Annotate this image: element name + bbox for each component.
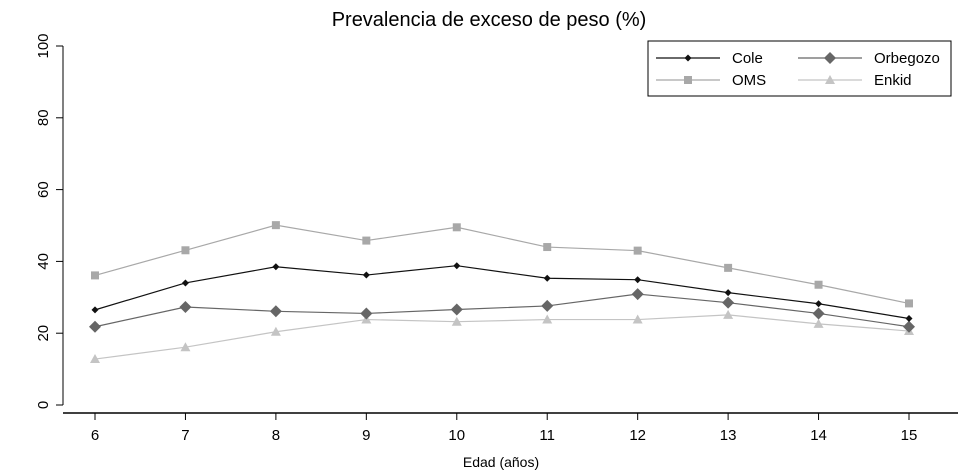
- point-orbegozo: [812, 307, 825, 320]
- point-oms: [814, 280, 823, 289]
- y-tick-label: 20: [35, 325, 52, 342]
- point-orbegozo: [631, 288, 644, 301]
- point-enkid: [632, 314, 643, 324]
- legend-item-enkid: Enkid: [798, 72, 912, 89]
- point-orbegozo: [89, 320, 101, 333]
- point-enkid: [90, 354, 100, 364]
- y-tick-label: 80: [35, 109, 52, 126]
- x-tick-label: 7: [181, 427, 189, 444]
- x-tick-label: 10: [448, 427, 465, 444]
- point-enkid: [270, 326, 281, 336]
- legend-marker: [684, 54, 692, 62]
- x-tick-label: 6: [91, 427, 99, 444]
- point-oms: [181, 246, 190, 255]
- point-cole: [543, 274, 551, 282]
- legend-label: Enkid: [874, 72, 912, 89]
- chart-title: Prevalencia de exceso de peso (%): [332, 9, 647, 31]
- point-oms: [543, 243, 552, 252]
- legend: Cole Orbegozo OMS Enkid: [647, 40, 952, 97]
- series-cole: [91, 262, 913, 322]
- series-line-orbegozo: [94, 293, 910, 328]
- point-oms: [905, 299, 913, 308]
- point-orbegozo: [360, 307, 373, 320]
- point-cole: [453, 262, 461, 270]
- legend-marker: [684, 76, 692, 84]
- point-cole: [91, 306, 99, 314]
- x-tick-label: 8: [272, 427, 280, 444]
- point-oms: [362, 236, 371, 245]
- point-orbegozo: [269, 305, 282, 318]
- x-ticks: 6 7 8 9 10 11 12 13 14 15: [91, 413, 918, 444]
- legend-label: OMS: [732, 72, 766, 89]
- point-enkid: [451, 316, 462, 326]
- series-line-oms: [94, 224, 910, 304]
- x-tick-label: 14: [810, 427, 827, 444]
- y-tick-label: 40: [35, 253, 52, 270]
- point-oms: [91, 271, 99, 280]
- series-oms: [91, 221, 913, 308]
- x-axis-title: Edad (años): [463, 454, 539, 470]
- y-tick-label: 60: [35, 181, 52, 198]
- point-cole: [724, 289, 732, 297]
- point-cole: [905, 314, 913, 322]
- point-enkid: [813, 318, 824, 328]
- series-layer: [89, 221, 915, 364]
- point-enkid: [542, 314, 553, 324]
- point-oms: [633, 246, 642, 255]
- point-enkid: [723, 309, 734, 319]
- point-cole: [181, 279, 189, 287]
- legend-item-cole: Cole: [656, 50, 763, 67]
- legend-label: Cole: [732, 50, 763, 67]
- point-orbegozo: [722, 296, 735, 309]
- point-orbegozo: [179, 300, 192, 313]
- point-oms: [271, 221, 280, 230]
- y-tick-label: 100: [35, 33, 52, 58]
- legend-item-orbegozo: Orbegozo: [798, 50, 940, 67]
- legend-marker: [824, 52, 836, 64]
- y-tick-label: 0: [35, 401, 52, 409]
- series-line-cole: [94, 265, 910, 320]
- legend-label: Orbegozo: [874, 50, 940, 67]
- point-cole: [362, 271, 370, 279]
- point-oms: [452, 223, 461, 232]
- x-tick-label: 9: [362, 427, 370, 444]
- x-tick-label: 12: [629, 427, 646, 444]
- x-tick-label: 11: [539, 427, 555, 444]
- y-ticks: 0 20 40 60 80 100: [35, 33, 63, 409]
- x-tick-label: 15: [901, 427, 918, 444]
- point-oms: [724, 263, 733, 272]
- point-cole: [815, 300, 823, 308]
- point-orbegozo: [541, 299, 554, 312]
- point-orbegozo: [903, 320, 915, 333]
- legend-item-oms: OMS: [656, 72, 766, 89]
- legend-marker: [825, 75, 835, 84]
- series-orbegozo: [89, 288, 915, 333]
- x-tick-label: 13: [720, 427, 737, 444]
- point-orbegozo: [450, 303, 463, 316]
- series-enkid: [90, 309, 914, 364]
- series-line-enkid: [94, 314, 910, 360]
- legend-box: [647, 40, 952, 97]
- point-enkid: [180, 342, 191, 352]
- point-cole: [634, 276, 642, 284]
- point-cole: [272, 263, 280, 271]
